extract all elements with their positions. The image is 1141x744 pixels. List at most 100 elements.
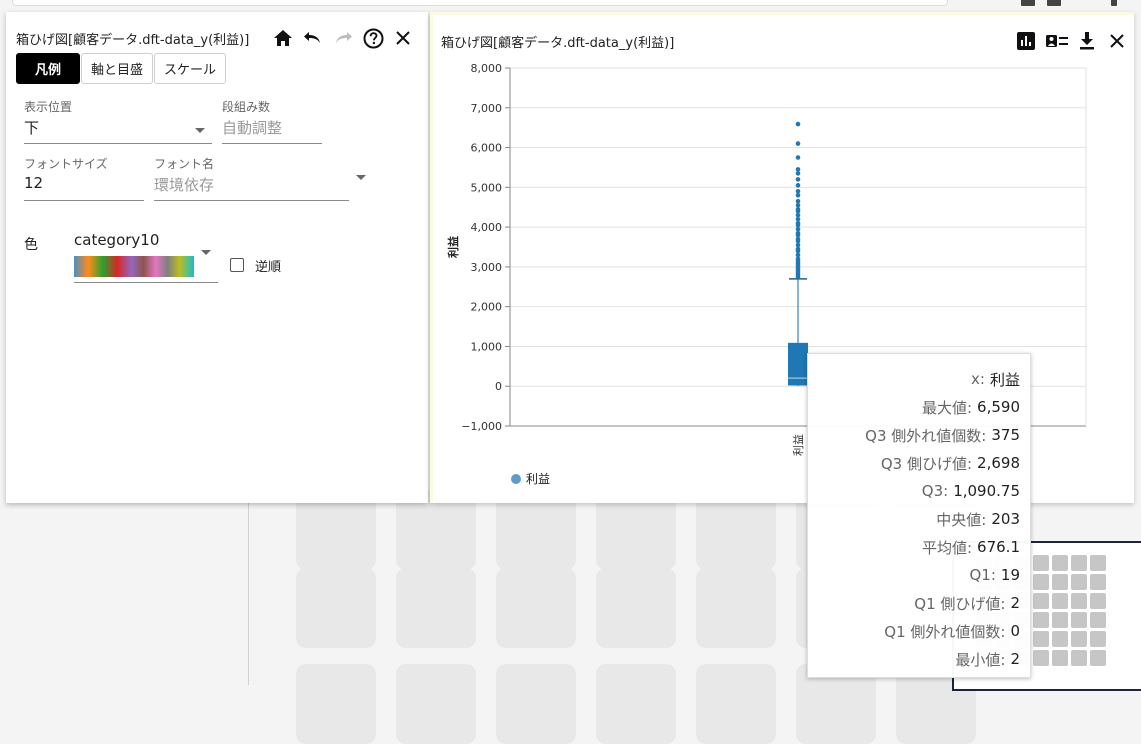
tooltip-key: Q3 側外れ値個数:: [865, 426, 987, 445]
mini-grid-cell: [1033, 631, 1049, 647]
tooltip-row: 最大値: 6,590: [808, 393, 1030, 421]
font-name-select[interactable]: 環境依存: [154, 176, 215, 194]
bar-chart-icon[interactable]: [1014, 29, 1038, 53]
mini-grid-cell: [1033, 555, 1049, 571]
mini-grid-cell: [1052, 593, 1068, 609]
outlier-point: [795, 246, 801, 252]
position-underline: [24, 143, 212, 144]
tooltip-row: Q3: 1,090.75: [808, 477, 1030, 505]
tab-scale[interactable]: スケール: [154, 53, 227, 84]
color-label-wrap: 色: [24, 232, 38, 254]
tooltip-value: 676.1: [977, 538, 1020, 556]
redo-icon[interactable]: [332, 27, 354, 49]
columns-underline: [222, 143, 322, 144]
outlier-point: [795, 252, 801, 258]
tooltip-key: Q3 側ひげ値:: [880, 454, 973, 473]
background-tile: [596, 568, 676, 648]
mini-grid-cell: [1052, 574, 1068, 590]
box-plot-tooltip: x: 利益 最大値: 6,590 Q3 側外れ値個数: 375 Q3 側ひげ値: 2,698 Q…: [807, 353, 1031, 678]
background-tile: [596, 490, 676, 570]
y-tick-label: −1,000: [461, 420, 502, 433]
home-icon[interactable]: [272, 27, 294, 49]
top-input-edge[interactable]: [12, 0, 948, 6]
grid-icon[interactable]: [1021, 0, 1035, 6]
chevron-down-icon[interactable]: [201, 250, 211, 255]
tooltip-key: Q1:: [969, 566, 996, 584]
position-select-value[interactable]: 下: [24, 119, 40, 137]
help-icon[interactable]: [362, 27, 384, 49]
background-tile: [696, 664, 776, 744]
outlier-point: [795, 206, 801, 212]
y-tick-label: 6,000: [471, 142, 503, 155]
tooltip-key: 最小値:: [955, 650, 1006, 669]
mini-grid-cell: [1033, 574, 1049, 590]
chevron-down-icon[interactable]: [356, 175, 366, 180]
settings-panel: 箱ひげ図[顧客データ.dft-data_y(利益)] 凡例 軸と目盛 スケール …: [6, 12, 428, 503]
outlier-point: [795, 256, 801, 262]
chevron-down-icon[interactable]: [195, 128, 205, 133]
position-field[interactable]: 表示位置 下: [24, 98, 72, 138]
font-size-input[interactable]: 12: [24, 174, 44, 192]
download-icon[interactable]: [1075, 29, 1099, 53]
menu-icon[interactable]: [1111, 0, 1117, 6]
outlier-point: [795, 236, 801, 242]
tooltip-row: Q3 側外れ値個数: 375: [808, 421, 1030, 449]
tooltip-key: 中央値:: [936, 510, 987, 529]
color-scheme-select[interactable]: category10: [74, 229, 159, 249]
tooltip-value: 2,698: [977, 454, 1020, 472]
tab-legend[interactable]: 凡例: [16, 53, 80, 84]
background-tile: [296, 664, 376, 744]
columns-label: 段組み数: [222, 100, 271, 114]
font-size-field[interactable]: フォントサイズ 12: [24, 155, 108, 192]
font-name-field[interactable]: フォント名 環境依存: [154, 155, 214, 195]
mini-grid-cell: [1071, 574, 1087, 590]
window-icon[interactable]: [1047, 0, 1061, 6]
outlier-point: [795, 212, 801, 218]
outlier-point: [795, 141, 801, 146]
mini-grid-cell: [1033, 650, 1049, 666]
columns-input[interactable]: 自動調整: [222, 119, 283, 137]
reverse-label-wrap: 逆順: [255, 256, 281, 275]
font-name-label: フォント名: [154, 157, 215, 171]
mini-grid-cell: [1090, 631, 1106, 647]
legend-icon[interactable]: [1045, 29, 1069, 53]
tooltip-value: 1,090.75: [953, 482, 1020, 500]
color-scheme-value[interactable]: category10: [74, 231, 160, 249]
outlier-point: [795, 202, 801, 208]
outlier-point: [795, 189, 801, 194]
mini-grid-cell: [1090, 574, 1106, 590]
outlier-point: [795, 192, 801, 198]
tooltip-row: Q3 側ひげ値: 2,698: [808, 449, 1030, 477]
mini-grid-cell: [1071, 555, 1087, 571]
background-tile: [396, 490, 476, 570]
close-icon[interactable]: [1105, 29, 1129, 53]
reverse-checkbox[interactable]: [230, 258, 244, 272]
mini-grid-cell: [1033, 593, 1049, 609]
background-tile: [396, 664, 476, 744]
tooltip-value: 利益: [989, 370, 1020, 389]
close-icon[interactable]: [392, 27, 414, 49]
columns-field[interactable]: 段組み数 自動調整: [222, 98, 282, 138]
tooltip-key: x:: [971, 370, 985, 388]
outlier-point: [795, 230, 801, 236]
tab-axis-and-ticks[interactable]: 軸と目盛: [81, 53, 154, 84]
tooltip-row: Q1 側ひげ値: 2: [808, 589, 1030, 617]
y-tick-label: 5,000: [471, 181, 503, 194]
undo-icon[interactable]: [302, 27, 324, 49]
background-tile: [396, 568, 476, 648]
background-tile: [696, 490, 776, 570]
background-tile: [696, 568, 776, 648]
mini-grid-cell: [1090, 593, 1106, 609]
outlier-point: [795, 183, 801, 188]
mini-grid-cell: [1071, 631, 1087, 647]
outlier-point: [795, 171, 801, 176]
mini-grid-cell: [1052, 612, 1068, 628]
mini-grid-cell: [1052, 650, 1068, 666]
mini-grid-cell: [1090, 555, 1106, 571]
tooltip-value: 203: [991, 510, 1020, 528]
tooltip-row: 中央値: 203: [808, 505, 1030, 533]
color-palette-preview[interactable]: [74, 256, 194, 277]
tooltip-key: Q3:: [921, 482, 949, 500]
mini-grid-cell: [1052, 555, 1068, 571]
background-tile: [296, 568, 376, 648]
